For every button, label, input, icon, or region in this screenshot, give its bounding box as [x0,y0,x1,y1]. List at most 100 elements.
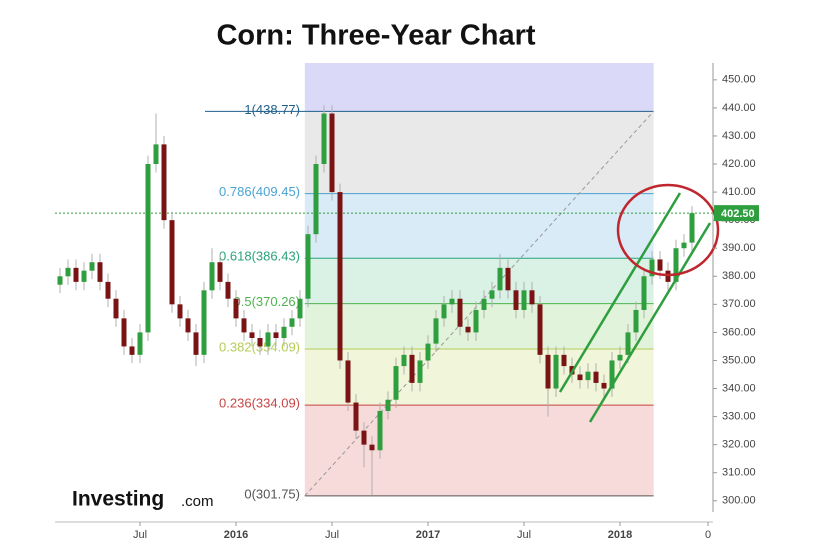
candle-body [225,281,231,299]
candle-body [473,309,479,333]
y-tick-label: 370.00 [722,298,756,310]
plot-area: 0(301.75)0.236(334.09)0.382(354.09)0.5(3… [55,63,713,501]
fib-label: 0.236(334.09) [219,396,300,411]
candle-body [545,354,551,389]
x-tick-label: Jul [517,529,531,541]
trend-channel-lower [588,222,712,423]
candle-body [305,234,311,299]
chart-title: Corn: Three-Year Chart [216,20,535,52]
fib-band [304,193,654,259]
candle-body [97,262,103,282]
candle-body [233,298,239,319]
candle-body [681,242,687,249]
candle-body [553,354,559,389]
fib-band [304,258,654,304]
x-tick-label: 2017 [416,529,440,541]
fib-label: 0.786(409.45) [219,184,300,199]
candle-body [241,318,247,333]
y-tick-label: 380.00 [722,270,756,282]
candle-body [625,332,631,355]
y-tick-label: 440.00 [722,102,756,114]
candle-body [561,354,567,367]
candle-body [417,360,423,383]
fib-band [304,348,654,406]
x-tick-label: Jul [325,529,339,541]
logo-main: Investing [72,488,164,511]
candle-body [257,338,263,347]
candle-body [673,248,679,282]
fib-band [304,63,654,112]
candle-body [129,346,135,355]
candle-body [537,304,543,355]
candle-body [329,113,335,193]
highlight-circle [616,183,720,277]
candle-body [377,410,383,451]
candle-body [481,298,487,310]
x-tick-label: 2016 [224,529,248,541]
candle-body [297,298,303,319]
candle-body [289,318,295,327]
candle-body [585,371,591,381]
y-tick-label: 330.00 [722,410,756,422]
candle-body [489,290,495,299]
candle-body [433,318,439,344]
y-tick-label: 360.00 [722,326,756,338]
candle-body [529,290,535,305]
candle-body [657,259,663,271]
candle-body [601,382,607,389]
candle-body [201,290,207,355]
candle-body [345,360,351,403]
current-price-box [714,205,759,222]
y-tick-label: 430.00 [722,130,756,142]
candle-body [617,354,623,361]
candle-body [249,332,255,339]
candle-body [465,326,471,333]
candle-body [401,354,407,367]
candle-body [153,144,159,165]
candle-body [209,262,215,291]
fib-label: 1(438.77) [244,102,300,117]
candle-body [337,192,343,361]
y-tick-label: 410.00 [722,186,756,198]
candle-body [281,326,287,339]
candle-body [137,332,143,355]
candle-body [497,267,503,291]
candle-body [145,164,151,333]
candle-body [193,332,199,355]
fib-label: 0.618(386.43) [219,249,300,264]
candle-body [369,444,375,451]
y-tick-label: 450.00 [722,74,756,86]
trend-channel-upper [558,192,682,393]
candle-body [385,399,391,411]
x-tick-label: 2018 [608,529,632,541]
candle-body [409,354,415,383]
candle-body [361,430,367,445]
candle-body [185,318,191,333]
candle-body [649,259,655,277]
candle-body [121,318,127,347]
y-tick-label: 320.00 [722,439,756,451]
candle-body [593,371,599,383]
candle-body [393,366,399,400]
candle-body [81,270,87,282]
candle-body [161,144,167,221]
candle-body [105,281,111,299]
fib-label: 0(301.75) [244,486,300,501]
candle-body [89,262,95,271]
candle-body [521,290,527,310]
candle-body [169,220,175,305]
x-tick-label: Jul [133,529,147,541]
y-tick-label: 310.00 [722,467,756,479]
candle-body [641,276,647,310]
candle-body [65,267,71,277]
candle-body [273,332,279,339]
fib-band [304,303,654,349]
fib-label: 0.5(370.26) [234,294,301,309]
candle-body [265,332,271,347]
candle-body [177,304,183,319]
candle-body [57,276,63,285]
x-tick-label: 0 [705,529,711,541]
y-tick-label: 420.00 [722,158,756,170]
logo-suffix: .com [181,493,214,510]
